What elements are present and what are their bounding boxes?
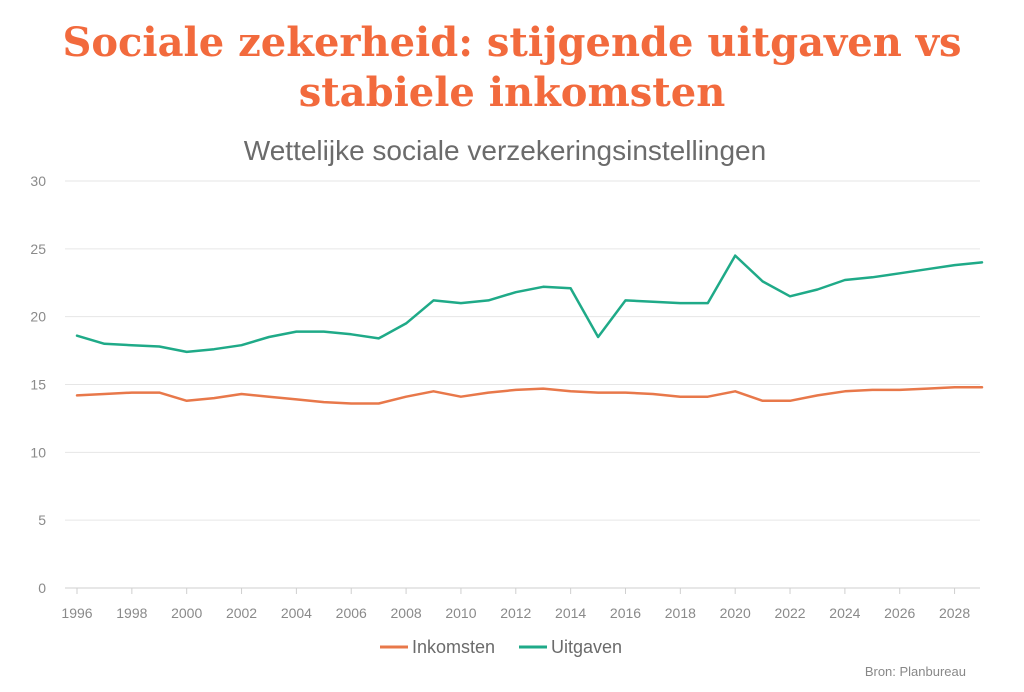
y-tick-label: 30 — [30, 173, 46, 189]
y-tick-label: 10 — [30, 444, 46, 460]
series-line-uitgaven — [75, 254, 984, 354]
x-tick-label: 2004 — [281, 605, 312, 621]
chart-subtitle: Wettelijke sociale verzekeringsinstellin… — [243, 135, 767, 166]
y-tick-label: 5 — [38, 512, 46, 528]
x-tick-label: 2018 — [665, 605, 696, 621]
y-tick-label: 15 — [30, 377, 46, 393]
x-tick-label: 2026 — [884, 605, 915, 621]
legend-label-inkomsten: Inkomsten — [412, 637, 495, 657]
y-tick-label: 25 — [30, 241, 46, 257]
x-tick-label: 2010 — [445, 605, 476, 621]
x-tick-label: 2022 — [774, 605, 805, 621]
chart-title: Sociale zekerheid: stijgende uitgaven vs… — [62, 19, 962, 116]
source-note: Bron: Planbureau — [864, 664, 966, 679]
x-tick-label: 2002 — [226, 605, 257, 621]
x-tick-label: 2012 — [500, 605, 531, 621]
x-tick-label: 2000 — [171, 605, 202, 621]
y-tick-label: 20 — [30, 309, 46, 325]
x-tick-label: 2008 — [391, 605, 422, 621]
x-tick-label: 2016 — [610, 605, 641, 621]
x-tick-label: 2006 — [336, 605, 367, 621]
x-tick-label: 2028 — [939, 605, 970, 621]
x-tick-label: 2024 — [829, 605, 860, 621]
x-tick-label: 1996 — [61, 605, 92, 621]
x-tick-label: 2020 — [720, 605, 751, 621]
x-tick-label: 1998 — [116, 605, 147, 621]
y-tick-label: 0 — [38, 580, 46, 596]
series-line-inkomsten — [75, 385, 984, 405]
x-tick-label: 2014 — [555, 605, 586, 621]
legend-label-uitgaven: Uitgaven — [551, 637, 622, 657]
